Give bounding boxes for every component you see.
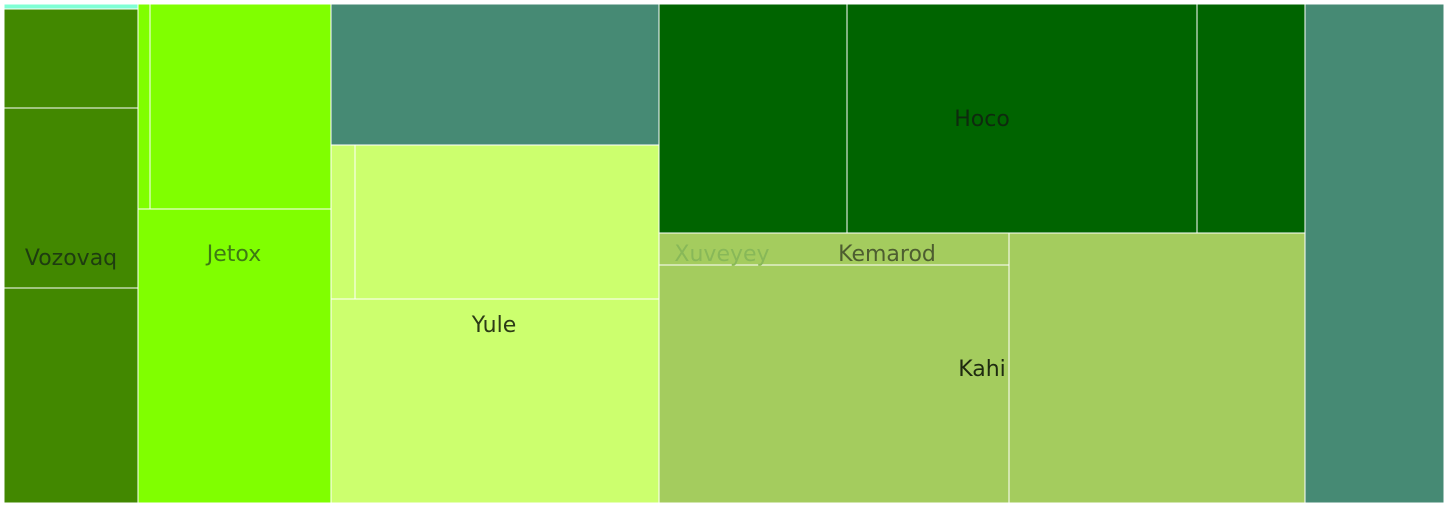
tile-jetox-a — [137, 3, 151, 210]
tile-jetox-b — [149, 3, 332, 210]
tile-teal-right — [1304, 3, 1445, 504]
tile-yule-a — [330, 144, 356, 300]
label-xuveyey: Xuveyey — [674, 242, 769, 267]
tile-jetox-c — [137, 208, 332, 504]
label-kahi: Kahi — [958, 357, 1006, 382]
tile-yule-b — [354, 144, 660, 300]
label-kemarod: Kemarod — [838, 242, 936, 267]
tile-kahi-c — [1008, 232, 1306, 504]
treemap-labels: Vozovaq Jetox Yule Hoco Xuveyey Kemarod … — [25, 107, 1010, 382]
label-yule: Yule — [471, 313, 517, 338]
tile-hoco-a — [658, 3, 848, 234]
tile-hoco-b — [846, 3, 1198, 234]
label-vozovaq: Vozovaq — [25, 246, 117, 271]
treemap-tiles — [3, 3, 1445, 504]
tile-yule-teal — [330, 3, 660, 146]
tile-vozovaq-sliver — [3, 3, 139, 10]
tile-vozovaq-c — [3, 287, 139, 504]
label-jetox: Jetox — [205, 242, 261, 267]
label-hoco: Hoco — [954, 107, 1010, 132]
tile-vozovaq-a — [3, 8, 139, 109]
tile-hoco-c — [1196, 3, 1306, 234]
tile-kahi-b — [658, 264, 1010, 504]
tile-yule-c — [330, 298, 660, 504]
